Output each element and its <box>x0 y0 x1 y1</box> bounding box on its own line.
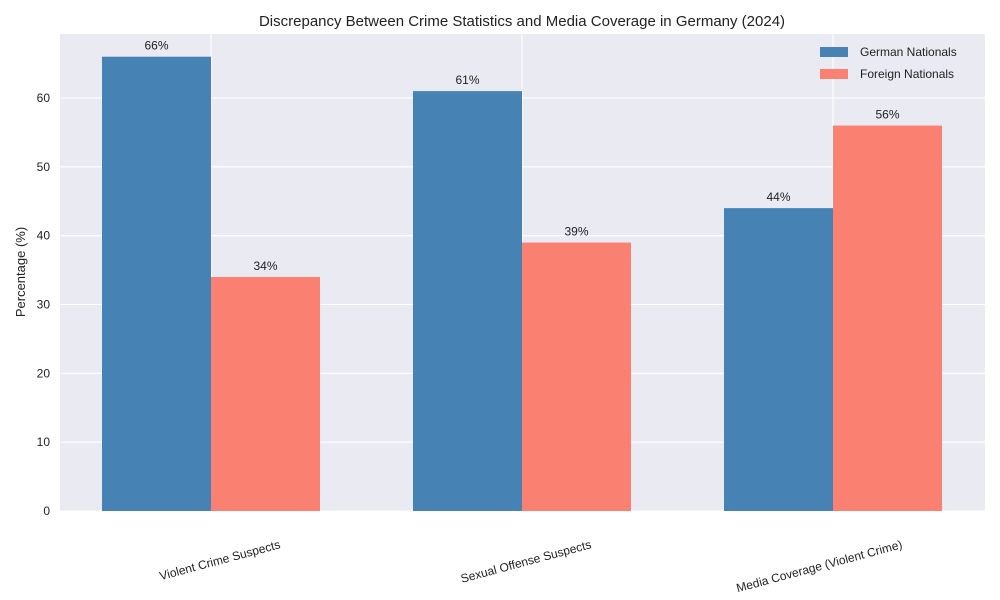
bar <box>413 91 522 511</box>
y-tick-label: 10 <box>37 435 51 449</box>
y-tick-label: 30 <box>37 298 51 312</box>
legend-label: Foreign Nationals <box>860 67 954 81</box>
y-axis-ticks: 0 10 20 30 40 50 60 <box>37 91 51 518</box>
bar <box>522 242 631 511</box>
legend-swatch <box>820 69 848 79</box>
y-tick-label: 0 <box>43 504 50 518</box>
bar <box>833 125 942 511</box>
bar <box>102 56 211 511</box>
bars <box>102 56 942 511</box>
y-axis-label: Percentage (%) <box>13 227 28 317</box>
y-tick-label: 40 <box>37 229 51 243</box>
data-label: 66% <box>144 39 168 53</box>
chart-title: Discrepancy Between Crime Statistics and… <box>259 13 785 30</box>
legend-label: German Nationals <box>860 45 957 59</box>
y-tick-label: 20 <box>37 366 51 380</box>
x-tick-label: Violent Crime Suspects <box>158 537 282 583</box>
data-label: 44% <box>766 190 790 204</box>
data-labels: 66% 61% 44% 34% 39% 56% <box>144 39 899 273</box>
x-tick-label: Sexual Offense Suspects <box>459 537 593 585</box>
x-axis-ticks: Violent Crime Suspects Sexual Offense Sus… <box>158 537 904 595</box>
y-tick-label: 50 <box>37 160 51 174</box>
bar <box>724 208 833 511</box>
legend: German Nationals Foreign Nationals <box>820 45 957 81</box>
x-tick-label: Media Coverage (Violent Crime) <box>735 537 904 595</box>
data-label: 34% <box>253 259 277 273</box>
y-tick-label: 60 <box>37 91 51 105</box>
data-label: 39% <box>564 225 588 239</box>
bar <box>211 276 320 511</box>
data-label: 56% <box>875 108 899 122</box>
legend-swatch <box>820 47 848 57</box>
data-label: 61% <box>455 73 479 87</box>
